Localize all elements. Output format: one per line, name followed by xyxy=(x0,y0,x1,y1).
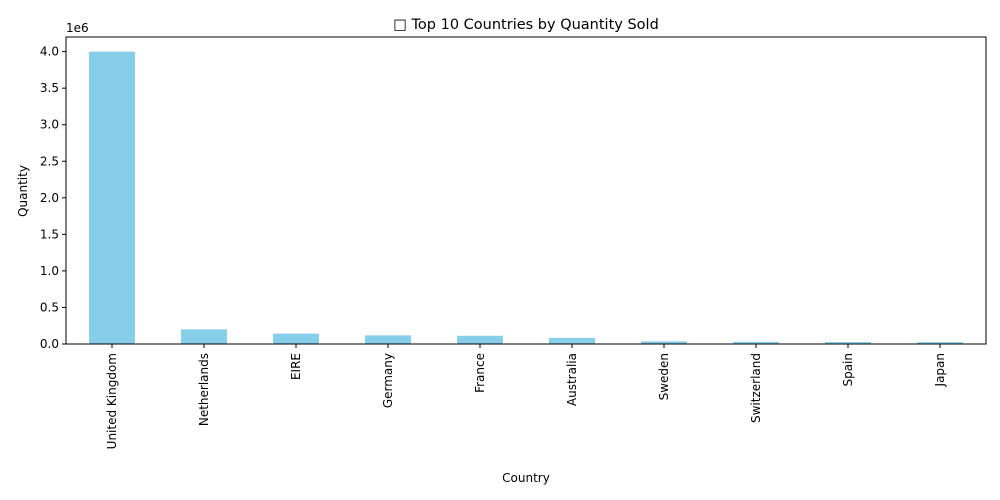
y-axis: 0.0 0.5 1.0 1.5 2.0 2.5 3.0 3.5 4.0 xyxy=(40,45,66,351)
x-tick-label: Spain xyxy=(841,353,855,387)
plot-frame xyxy=(65,36,987,345)
x-axis-title: Country xyxy=(502,471,550,485)
y-tick-label: 0.0 xyxy=(40,337,59,351)
x-tick-label: Switzerland xyxy=(749,353,763,423)
y-tick-label: 0.5 xyxy=(40,300,59,314)
y-tick-label: 3.5 xyxy=(40,81,59,95)
x-axis: United Kingdom Netherlands EIRE Germany Fran… xyxy=(105,344,947,449)
bar-eire xyxy=(273,333,319,344)
y-tick-label: 1.0 xyxy=(40,264,59,278)
x-tick-label: EIRE xyxy=(289,353,303,380)
y-axis-offset-text: 1e6 xyxy=(66,21,89,35)
x-tick-label: United Kingdom xyxy=(105,353,119,449)
x-tick-label: Germany xyxy=(381,353,395,408)
bar-australia xyxy=(549,337,595,344)
x-tick-label: Japan xyxy=(933,353,947,387)
bar-germany xyxy=(365,335,411,344)
x-tick-label: France xyxy=(473,353,487,393)
bar-japan xyxy=(917,342,963,344)
y-tick-label: 2.5 xyxy=(40,154,59,168)
bar-france xyxy=(457,335,503,344)
bar-switzerland xyxy=(733,341,779,344)
y-tick-label: 1.5 xyxy=(40,227,59,241)
x-tick-label: Sweden xyxy=(657,353,671,400)
bar-spain xyxy=(825,342,871,344)
x-tick-label: Netherlands xyxy=(197,353,211,426)
y-axis-title: Quantity xyxy=(16,165,30,217)
y-tick-label: 3.0 xyxy=(40,118,59,132)
bar-netherlands xyxy=(181,329,227,344)
bars-group xyxy=(89,51,963,344)
bar-united-kingdom xyxy=(89,51,135,344)
bar-sweden xyxy=(641,341,687,344)
y-tick-label: 2.0 xyxy=(40,191,59,205)
chart-title: □ Top 10 Countries by Quantity Sold xyxy=(393,17,659,33)
y-tick-label: 4.0 xyxy=(40,45,59,59)
x-tick-label: Australia xyxy=(565,353,579,406)
